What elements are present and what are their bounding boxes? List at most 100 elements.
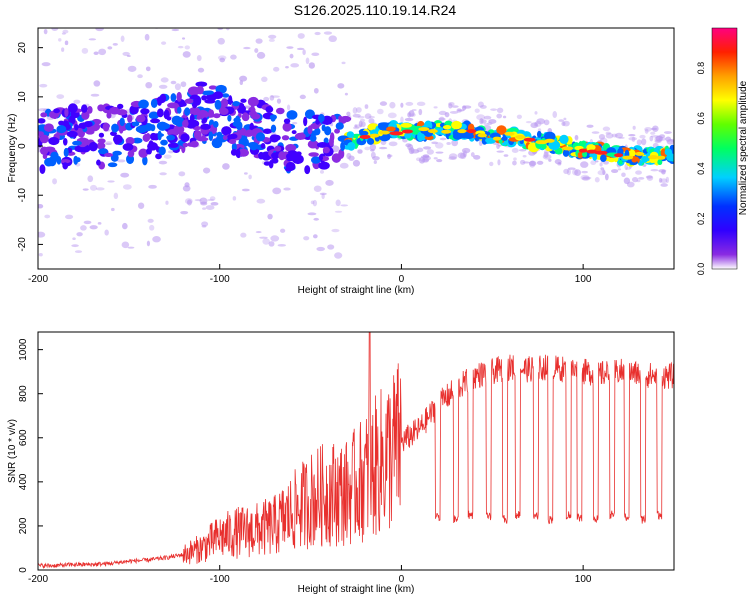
spectrogram-faint-blob bbox=[73, 99, 81, 104]
spectrogram-faint-blob bbox=[122, 222, 128, 230]
spectrogram-faint-blob bbox=[145, 66, 151, 72]
spectrogram-faint-blob bbox=[483, 122, 489, 126]
spectrogram-blob bbox=[304, 165, 311, 175]
spectrogram-blob bbox=[43, 146, 56, 152]
spectrogram-faint-blob bbox=[602, 126, 611, 132]
spectrogram-faint-blob bbox=[217, 55, 227, 61]
spectrogram-faint-blob bbox=[364, 146, 371, 151]
spectrogram-faint-blob bbox=[658, 177, 663, 183]
spectrogram-peak bbox=[578, 148, 588, 153]
spectrogram-faint-blob bbox=[590, 160, 597, 166]
spectrogram-blob bbox=[316, 142, 329, 148]
spectrogram-faint-blob bbox=[611, 133, 618, 138]
spectrogram-blob bbox=[48, 137, 60, 146]
spectrogram-blob bbox=[346, 131, 355, 139]
spectrogram-faint-blob bbox=[319, 192, 327, 196]
spectrogram-faint-blob bbox=[307, 212, 317, 216]
spectrogram-faint-blob bbox=[644, 128, 649, 134]
spectrogram-faint-blob bbox=[313, 217, 320, 221]
spectrogram-faint-blob bbox=[272, 187, 282, 195]
spectrogram-faint-blob bbox=[490, 108, 498, 111]
spectrogram-faint-blob bbox=[60, 21, 64, 24]
spectrogram-blob bbox=[260, 142, 266, 149]
spectrogram-faint-blob bbox=[496, 150, 505, 153]
spectrogram-faint-blob bbox=[107, 180, 115, 183]
x-tick-label: 0 bbox=[399, 574, 405, 585]
spectrogram-blob bbox=[366, 138, 375, 145]
spectrogram-blob bbox=[182, 119, 189, 128]
spectrogram-faint-blob bbox=[210, 202, 219, 206]
spectrogram-faint-blob bbox=[435, 151, 444, 154]
spectrogram-faint-blob bbox=[574, 134, 579, 140]
spectrogram-faint-blob bbox=[451, 105, 459, 108]
spectrogram-blob bbox=[176, 91, 182, 102]
spectrogram-faint-blob bbox=[586, 124, 594, 128]
spectrogram-faint-blob bbox=[327, 244, 335, 250]
spectrogram-blob bbox=[146, 147, 152, 155]
spectrogram-blob bbox=[275, 107, 285, 115]
spectrogram-blob bbox=[64, 107, 69, 118]
x-tick-label: 100 bbox=[575, 274, 592, 285]
spectrogram-faint-blob bbox=[137, 202, 145, 210]
spectrogram-faint-blob bbox=[404, 117, 414, 122]
spectrogram-blob bbox=[340, 141, 346, 152]
spectrogram-faint-blob bbox=[558, 119, 564, 122]
spectrogram-blob bbox=[127, 114, 133, 123]
spectrogram-blob bbox=[272, 134, 281, 141]
spectrogram-blob bbox=[417, 131, 424, 142]
spectrogram-peak bbox=[523, 137, 536, 142]
spectrogram-faint-blob bbox=[513, 157, 517, 161]
spectrogram-blob bbox=[271, 152, 280, 160]
spectrogram-faint-blob bbox=[71, 244, 79, 248]
spectrogram-blob bbox=[664, 148, 673, 156]
spectrogram-faint-blob bbox=[158, 84, 168, 89]
spectrogram-blob bbox=[589, 153, 596, 158]
spectrogram-blob bbox=[129, 105, 139, 115]
spectrogram-faint-blob bbox=[666, 139, 674, 145]
spectrogram-blob bbox=[262, 128, 273, 134]
spectrogram-blob bbox=[220, 98, 229, 109]
spectrogram-faint-blob bbox=[112, 43, 118, 46]
spectrogram-blob bbox=[97, 148, 109, 155]
spectrogram-peak bbox=[427, 129, 438, 134]
spectrogram-blob bbox=[88, 141, 98, 152]
y-tick-label: -20 bbox=[17, 237, 28, 252]
spectrogram-blob bbox=[74, 123, 79, 131]
spectrogram-faint-blob bbox=[256, 51, 266, 59]
spectrogram-blob bbox=[295, 151, 302, 156]
spectrogram-blob bbox=[324, 126, 332, 136]
spectrogram-blob bbox=[193, 130, 202, 140]
spectrogram-blob bbox=[338, 148, 345, 159]
spectrogram-faint-blob bbox=[650, 169, 659, 172]
spectrogram-faint-blob bbox=[638, 176, 645, 180]
spectrogram-blob bbox=[87, 106, 93, 114]
spectrogram-blob bbox=[102, 122, 110, 132]
spectrogram-blob bbox=[83, 121, 93, 128]
spectrogram-blob bbox=[81, 104, 88, 113]
spectrogram-blob bbox=[60, 159, 71, 164]
spectrogram-faint-blob bbox=[516, 114, 522, 119]
spectrogram-blob bbox=[263, 161, 271, 166]
spectrogram-faint-blob bbox=[65, 214, 74, 220]
spectrogram-blob bbox=[182, 142, 189, 148]
spectrogram-faint-blob bbox=[286, 46, 294, 49]
snr-frame bbox=[37, 331, 675, 571]
spectrogram-faint-blob bbox=[334, 252, 343, 259]
spectrogram-faint-blob bbox=[355, 107, 362, 113]
snr-y-ticks: 0 200 400 600 800 1000 bbox=[18, 338, 43, 573]
spectrogram-faint-blob bbox=[311, 52, 320, 57]
spectrogram-faint-blob bbox=[120, 172, 130, 178]
spectrogram-faint-blob bbox=[268, 38, 275, 42]
spectrogram-peak bbox=[614, 153, 624, 158]
spectrogram-faint-blob bbox=[604, 173, 609, 181]
spectrogram-faint-blob bbox=[159, 172, 167, 176]
spectrogram-blob bbox=[286, 110, 298, 120]
y-tick-label: 800 bbox=[18, 385, 29, 402]
spectrogram-blob bbox=[47, 156, 57, 167]
spectrogram-blob bbox=[119, 117, 125, 127]
spectrogram-faint-blob bbox=[389, 101, 396, 109]
spectrogram-faint-blob bbox=[525, 121, 532, 124]
spectrogram-blob bbox=[222, 135, 228, 141]
spectrogram-faint-blob bbox=[169, 10, 173, 15]
spectrogram-faint-blob bbox=[82, 188, 89, 191]
